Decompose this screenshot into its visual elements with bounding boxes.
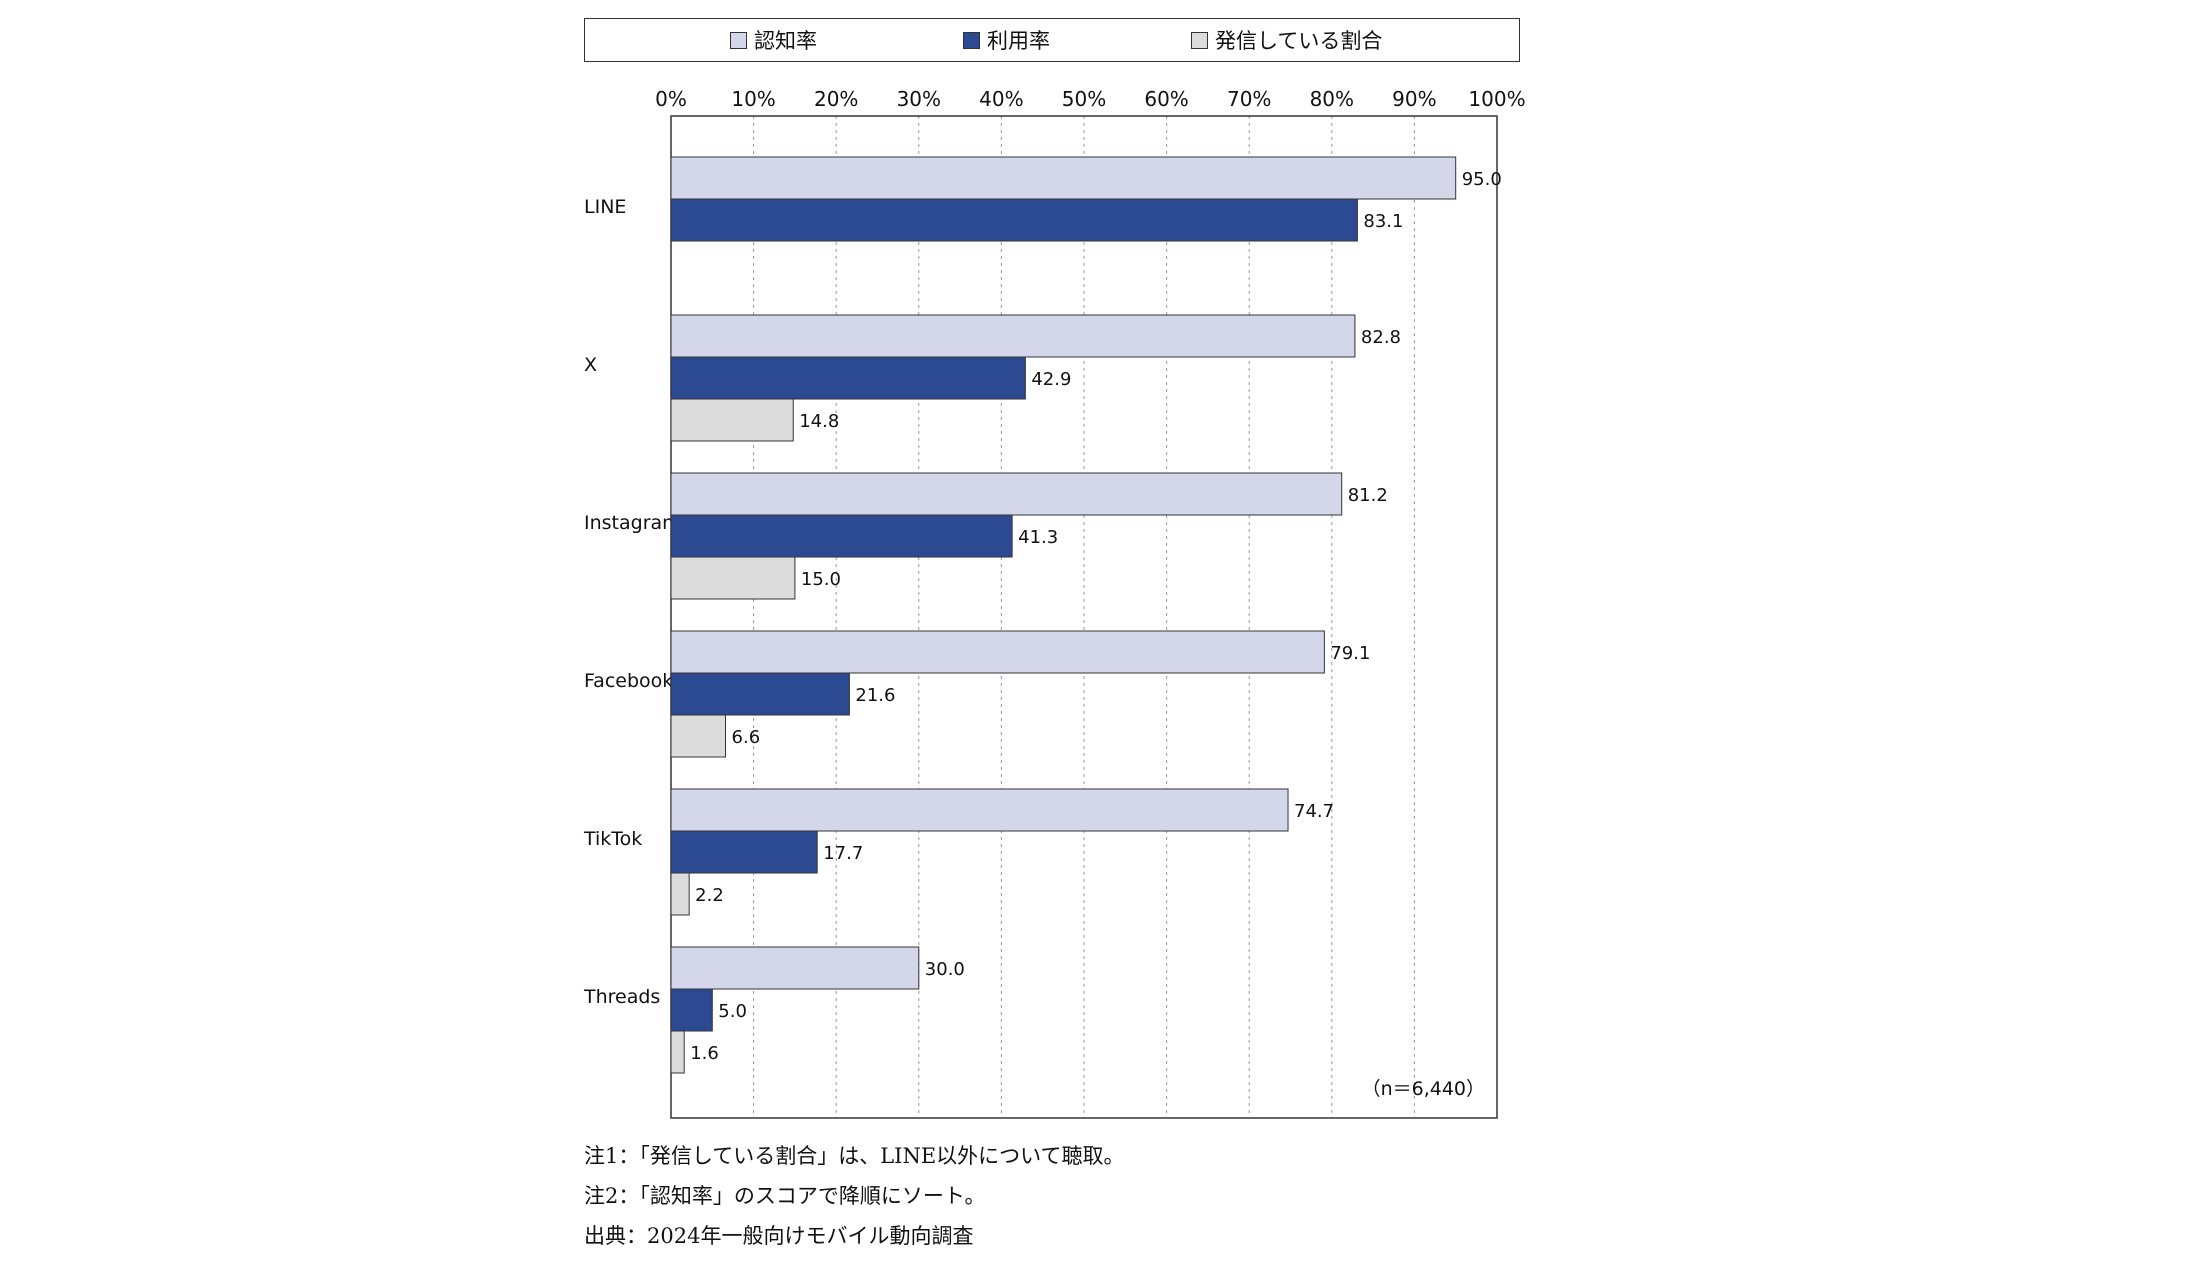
legend-item-usage: 利用率 bbox=[963, 19, 1050, 61]
x-tick-label: 90% bbox=[1392, 87, 1436, 111]
value-label: 81.2 bbox=[1348, 485, 1388, 506]
bar bbox=[670, 398, 794, 442]
bar bbox=[670, 556, 796, 600]
bar bbox=[670, 714, 727, 758]
bar bbox=[670, 872, 690, 916]
bar bbox=[670, 830, 818, 874]
legend-swatch-posting bbox=[1191, 31, 1208, 49]
value-label: 15.0 bbox=[801, 569, 841, 590]
legend-swatch-awareness bbox=[730, 31, 747, 49]
legend-label-posting: 発信している割合 bbox=[1215, 29, 1383, 53]
category-label: TikTok bbox=[583, 828, 642, 850]
value-label: 21.6 bbox=[855, 685, 895, 706]
bar bbox=[670, 946, 920, 990]
note-1: 注1：「発信している割合」は、LINE以外について聴取。 bbox=[584, 1144, 1125, 1168]
value-label: 83.1 bbox=[1363, 211, 1403, 232]
x-tick-label: 80% bbox=[1310, 87, 1354, 111]
bar bbox=[670, 356, 1026, 400]
category-label: Facebook bbox=[584, 670, 673, 692]
chart-legend: 認知率 利用率 発信している割合 bbox=[584, 18, 1520, 62]
value-label: 6.6 bbox=[732, 727, 761, 748]
bar bbox=[670, 198, 1358, 242]
bar bbox=[670, 630, 1325, 674]
chart-notes: 注1：「発信している割合」は、LINE以外について聴取。 注2：「認知率」のスコ… bbox=[584, 1136, 1125, 1256]
category-label: LINE bbox=[584, 196, 626, 218]
legend-item-awareness: 認知率 bbox=[730, 19, 817, 61]
value-label: 2.2 bbox=[695, 885, 724, 906]
value-label: 41.3 bbox=[1018, 527, 1058, 548]
x-tick-label: 10% bbox=[731, 87, 775, 111]
value-label: 5.0 bbox=[718, 1001, 747, 1022]
category-label: Instagram bbox=[584, 512, 681, 534]
x-tick-label: 40% bbox=[979, 87, 1023, 111]
legend-swatch-usage bbox=[963, 31, 980, 49]
note-2: 注2：「認知率」のスコアで降順にソート。 bbox=[584, 1184, 986, 1208]
x-tick-label: 60% bbox=[1144, 87, 1188, 111]
x-tick-label: 100% bbox=[1468, 87, 1525, 111]
plot-frame bbox=[670, 115, 1498, 1119]
category-label: Threads bbox=[583, 986, 660, 1008]
value-label: 82.8 bbox=[1361, 327, 1401, 348]
bar bbox=[670, 988, 713, 1032]
value-label: 1.6 bbox=[690, 1043, 719, 1064]
bar bbox=[670, 156, 1457, 200]
value-label: 79.1 bbox=[1330, 643, 1370, 664]
sample-size-label: （n＝6,440） bbox=[1362, 1078, 1485, 1100]
value-label: 74.7 bbox=[1294, 801, 1334, 822]
bar bbox=[670, 672, 850, 716]
value-label: 95.0 bbox=[1462, 169, 1502, 190]
value-label: 17.7 bbox=[823, 843, 863, 864]
x-tick-label: 30% bbox=[897, 87, 941, 111]
bar bbox=[670, 788, 1289, 832]
bar bbox=[670, 514, 1013, 558]
x-tick-label: 50% bbox=[1062, 87, 1106, 111]
category-label: X bbox=[584, 354, 597, 376]
value-label: 30.0 bbox=[925, 959, 965, 980]
bar bbox=[670, 1030, 685, 1074]
x-tick-label: 70% bbox=[1227, 87, 1271, 111]
legend-label-usage: 利用率 bbox=[987, 29, 1050, 53]
x-tick-label: 20% bbox=[814, 87, 858, 111]
value-label: 42.9 bbox=[1031, 369, 1071, 390]
value-label: 14.8 bbox=[799, 411, 839, 432]
legend-label-awareness: 認知率 bbox=[754, 29, 817, 53]
source-note: 出典：2024年一般向けモバイル動向調査 bbox=[584, 1224, 974, 1248]
bar bbox=[670, 472, 1343, 516]
bar bbox=[670, 314, 1356, 358]
x-tick-label: 0% bbox=[655, 87, 687, 111]
legend-item-posting: 発信している割合 bbox=[1191, 19, 1382, 61]
